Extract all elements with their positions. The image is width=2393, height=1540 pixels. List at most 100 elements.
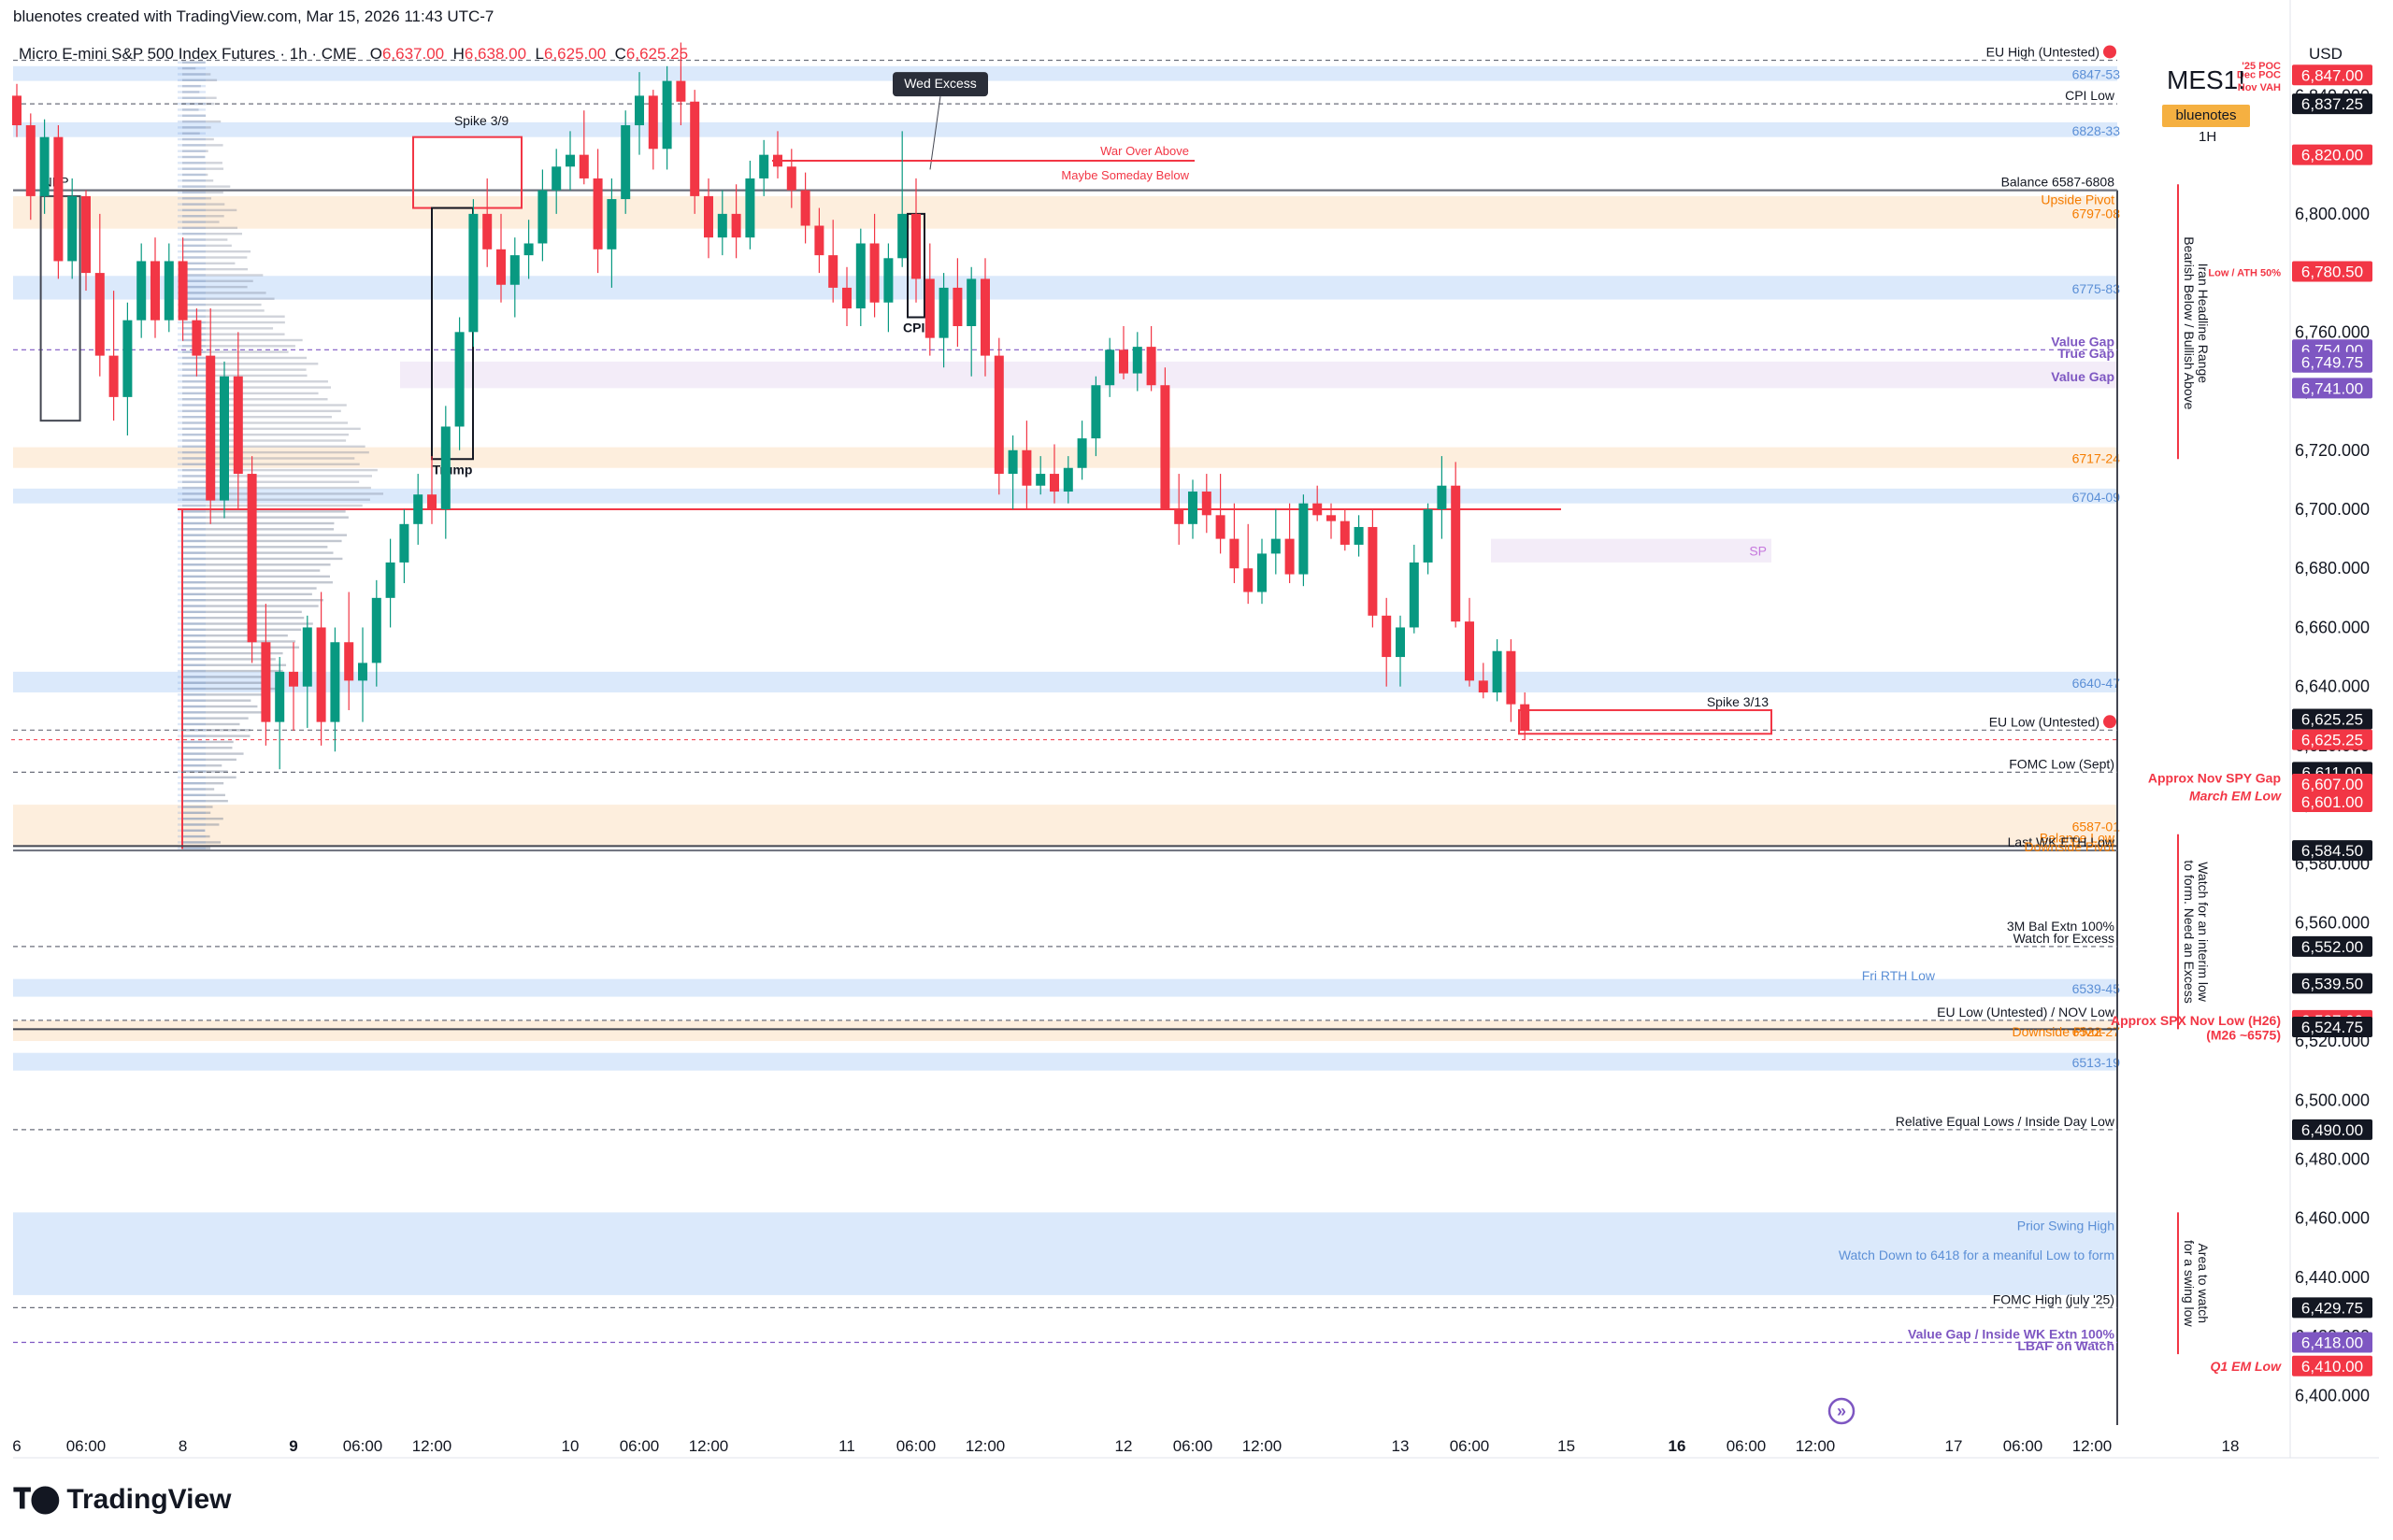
- candle-body-8: [122, 320, 133, 397]
- profile-value-area: [178, 834, 206, 838]
- maybe-someday-label: Maybe Someday Below: [1061, 168, 1189, 182]
- y-tick-20: 6,800.000: [2295, 205, 2370, 223]
- price-badge-text-18: 6,429.75: [2301, 1299, 2363, 1317]
- symbol-name: Micro E-mini S&P 500 Index Futures · 1h …: [19, 45, 357, 63]
- candle-body-96: [1340, 520, 1350, 545]
- profile-bar: [182, 73, 211, 76]
- profile-value-area: [178, 687, 206, 691]
- profile-value-area: [178, 404, 206, 406]
- profile-bar: [182, 392, 319, 395]
- candle-body-57: [800, 190, 810, 226]
- profile-bar: [182, 693, 265, 696]
- profile-bar: [182, 747, 233, 749]
- profile-bar: [182, 285, 248, 289]
- profile-value-area: [178, 144, 206, 147]
- currency-label[interactable]: USD: [2309, 45, 2343, 63]
- candle-body-5: [81, 195, 91, 274]
- profile-value-area: [178, 132, 206, 135]
- profile-bar: [182, 616, 305, 620]
- profile-bar: [182, 817, 223, 820]
- profile-value-area: [178, 250, 206, 253]
- profile-bar: [182, 150, 208, 152]
- candle-body-87: [1215, 515, 1225, 539]
- profile-bar: [182, 221, 220, 223]
- profile-value-area: [178, 226, 206, 230]
- candle-body-11: [164, 261, 174, 321]
- profile-value-area: [178, 333, 206, 335]
- candle-body-32: [454, 332, 465, 427]
- profile-value-area: [178, 640, 206, 643]
- profile-bar: [182, 681, 266, 684]
- level-label-7: EU Low (Untested): [1989, 714, 2099, 729]
- price-badge-8: [2292, 729, 2372, 750]
- tradingview-logo[interactable]: 𝐓⬤ TradingView: [13, 1484, 232, 1516]
- profile-value-area: [178, 528, 206, 531]
- candle-body-22: [316, 627, 326, 722]
- zone-5: [13, 447, 2117, 468]
- profile-bar: [182, 233, 242, 235]
- profile-value-area: [178, 233, 206, 235]
- profile-value-area: [178, 167, 206, 170]
- candle-body-81: [1132, 347, 1142, 374]
- profile-bar: [182, 380, 328, 383]
- x-tick-5: 12:00: [412, 1437, 452, 1455]
- profile-bar: [182, 191, 223, 194]
- profile-bar: [182, 256, 248, 259]
- candle-body-89: [1243, 568, 1254, 592]
- profile-value-area: [178, 78, 206, 82]
- level-label-11: 3M Bal Extn 100%: [2007, 919, 2114, 934]
- profile-value-area: [178, 534, 206, 536]
- zone-label-2: 6797-08: [2072, 206, 2121, 221]
- price-badge-text-1: 6,837.25: [2301, 95, 2363, 113]
- candle-body-20: [289, 671, 298, 687]
- candle-body-67: [939, 287, 949, 338]
- profile-value-area: [178, 463, 206, 465]
- profile-value-area: [178, 392, 206, 395]
- profile-value-area: [178, 315, 206, 318]
- candle-body-1: [25, 125, 36, 196]
- profile-value-area: [178, 363, 206, 365]
- profile-bar: [182, 327, 274, 330]
- profile-bar: [182, 91, 200, 93]
- x-tick-1: 06:00: [66, 1437, 107, 1455]
- profile-value-area: [178, 126, 206, 129]
- profile-bar: [182, 427, 361, 431]
- price-badge-text-6: 6,741.00: [2301, 379, 2363, 397]
- x-tick-23: 12:00: [2072, 1437, 2113, 1455]
- profile-value-area: [178, 297, 206, 300]
- profile-bar: [182, 108, 199, 111]
- candle-body-50: [704, 195, 713, 238]
- price-badge-text-17: 6,490.00: [2301, 1121, 2363, 1139]
- profile-bar: [182, 711, 264, 714]
- candle-body-18: [261, 642, 271, 722]
- profile-bar: [182, 663, 287, 666]
- profile-bar: [182, 788, 215, 791]
- candle-body-0: [12, 95, 21, 126]
- profile-value-area: [178, 669, 206, 673]
- profile-bar: [182, 634, 288, 637]
- candle-body-10: [150, 261, 160, 321]
- profile-value-area: [178, 475, 206, 478]
- candle-body-99: [1382, 615, 1392, 658]
- watch-interim-label-1: Watch for an interim low: [2196, 862, 2211, 1003]
- x-tick-14: 12:00: [1242, 1437, 1282, 1455]
- x-axis[interactable]: 6 06:00 8 9 06:00 12:00 10 06:00 12:00 11 06:00 12:…: [12, 1397, 2379, 1459]
- profile-bar: [182, 167, 224, 170]
- profile-value-area: [178, 66, 206, 70]
- candle-body-104: [1451, 485, 1461, 622]
- price-badge-text-14: 6,539.50: [2301, 975, 2363, 992]
- candle-body-79: [1105, 349, 1115, 386]
- profile-value-area: [178, 244, 206, 248]
- candle-body-30: [427, 494, 437, 509]
- profile-bar: [182, 262, 236, 265]
- profile-value-area: [178, 380, 206, 383]
- tradingview-brand-text: TradingView: [66, 1484, 232, 1515]
- profile-bar: [182, 162, 222, 164]
- nov-vah-label: Nov VAH: [2238, 82, 2281, 93]
- candle-body-13: [192, 320, 202, 356]
- profile-bar: [182, 368, 307, 371]
- candle-body-39: [552, 166, 562, 191]
- zone-8: [13, 805, 2117, 847]
- symbol-legend[interactable]: Micro E-mini S&P 500 Index Futures · 1h …: [19, 45, 688, 64]
